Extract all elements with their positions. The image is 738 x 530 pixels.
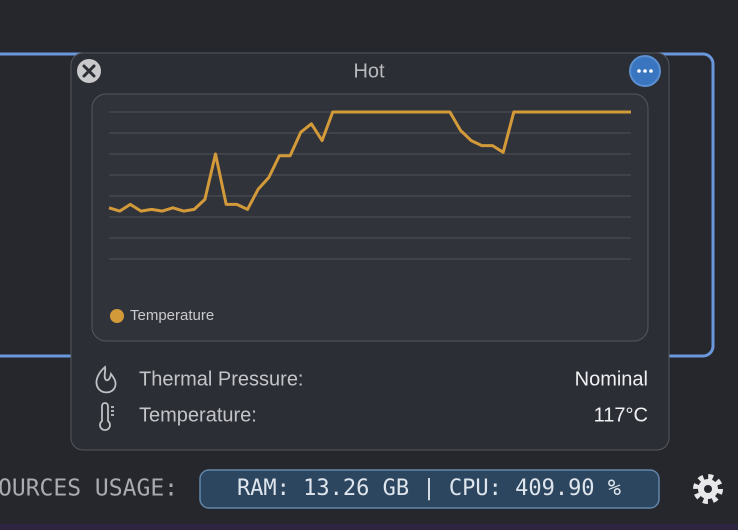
status-label: OURCES USAGE: (0, 476, 178, 502)
legend-label: Temperature (130, 307, 214, 324)
plot (108, 110, 631, 213)
row-label: Thermal Pressure: (139, 368, 304, 390)
temperature-line (108, 110, 631, 213)
usage-text: RAM: 13.26 GB | CPU: 409.90 % (237, 476, 621, 501)
legend-swatch (110, 309, 124, 323)
settings-button[interactable] (693, 474, 723, 504)
usage-pill (199, 469, 660, 509)
bottom-strip (0, 524, 738, 530)
more-button[interactable] (629, 55, 661, 87)
thermometer-icon (99, 402, 114, 431)
row-label: Temperature: (139, 404, 257, 426)
row-value: 117°C (594, 404, 648, 426)
window-title: Hot (353, 60, 385, 82)
flame-icon (95, 365, 117, 394)
close-button[interactable] (77, 59, 101, 83)
row-value: Nominal (575, 368, 648, 390)
